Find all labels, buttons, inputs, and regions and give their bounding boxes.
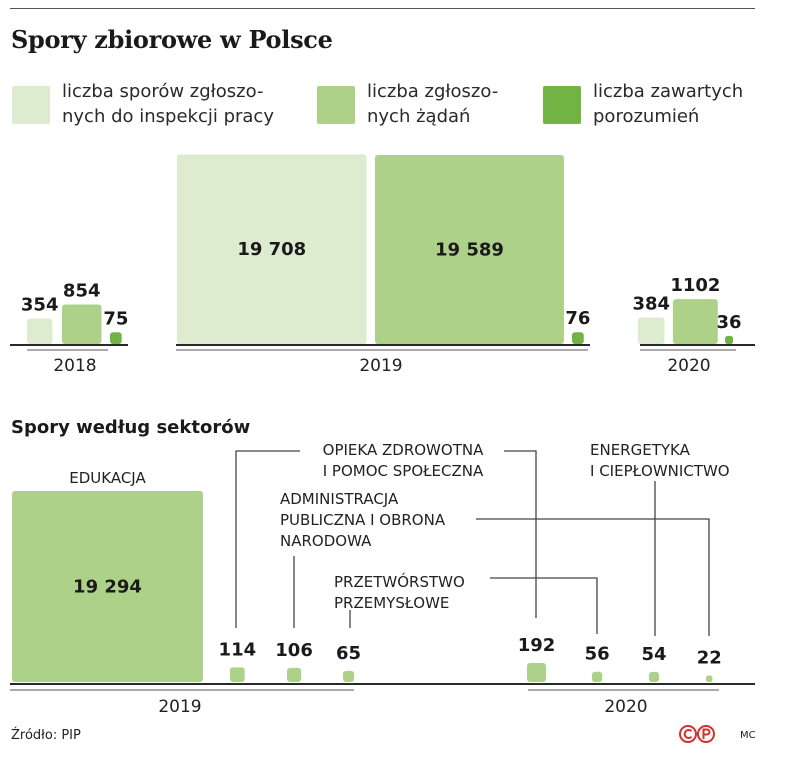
top-rule bbox=[10, 8, 755, 9]
copyright-icon bbox=[679, 725, 715, 743]
bar-administracja-2019 bbox=[287, 667, 302, 682]
value-label-disputes-2018: 354 bbox=[21, 295, 59, 316]
value-label-agreements-2019: 76 bbox=[565, 308, 590, 329]
legend-swatch-disputes bbox=[12, 86, 50, 124]
value-label-przetw-rstwo-2019: 65 bbox=[336, 643, 361, 664]
value-label-agreements-2018: 75 bbox=[103, 308, 128, 329]
bar-agreements-2018 bbox=[110, 332, 122, 344]
legend-swatch-demands bbox=[317, 86, 355, 124]
sector-label-przetworstwo-line-2: PRZEMYSŁOWE bbox=[334, 594, 449, 612]
connector-administracja-2020 bbox=[476, 518, 710, 636]
value-label-disputes-2020: 384 bbox=[632, 294, 670, 315]
yearly-disputes-chart: 2018 2019 2020 354 19 708 384 854 19 589 1102 75 7… bbox=[10, 154, 755, 376]
chart-title: Spory zbiorowe w Polsce bbox=[11, 25, 333, 54]
bar-agreements-2020 bbox=[725, 335, 734, 344]
sector-label-opieka-line-2: I POMOC SPOŁECZNA bbox=[323, 462, 484, 480]
legend-label-agreements: liczba zawartych porozumień bbox=[593, 81, 744, 127]
bar-disputes-2018 bbox=[27, 318, 53, 344]
bar-agreements-2019 bbox=[572, 332, 584, 344]
year-label-2020: 2020 bbox=[667, 356, 710, 376]
bar-disputes-2019 bbox=[177, 154, 367, 344]
value-label-demands-2018: 854 bbox=[63, 281, 101, 302]
sector-label-przetworstwo-line-1: PRZETWÓRSTWO bbox=[334, 572, 465, 591]
bar-przetw-rstwo-2019 bbox=[343, 670, 355, 682]
value-label-demands-2019: 19 589 bbox=[435, 240, 504, 261]
value-label-demands-2020: 1102 bbox=[670, 275, 720, 296]
sector-label-administracja-line-1: ADMINISTRACJA bbox=[280, 490, 399, 508]
sector-label-opieka-line-1: OPIEKA ZDROWOTNA bbox=[323, 441, 484, 459]
source-note: Źródło: PIP bbox=[11, 728, 81, 743]
legend-label-demands: liczba zgłoszo- nych żądań bbox=[367, 81, 499, 127]
bar-opieka-zdrowotna-2020 bbox=[527, 662, 547, 682]
value-label-disputes-2019: 19 708 bbox=[237, 239, 306, 260]
value-label-administracja-2019: 106 bbox=[275, 640, 313, 661]
year-label-2020: 2020 bbox=[604, 697, 647, 717]
bar-demands-2019 bbox=[375, 155, 564, 344]
sector-label-energetyka-line-1: ENERGETYKA bbox=[590, 441, 691, 459]
connector-opieka-2020 bbox=[504, 450, 537, 618]
bar-edukacja-2019 bbox=[12, 491, 203, 682]
value-label-opieka-zdrowotna-2020: 192 bbox=[518, 635, 556, 656]
value-label-edukacja-2019: 19 294 bbox=[73, 577, 142, 598]
value-label-przetw-rstwo-2020: 56 bbox=[585, 644, 610, 665]
year-label-2019: 2019 bbox=[158, 697, 201, 717]
bar-administracja-2020 bbox=[706, 675, 713, 682]
sector-label-administracja-line-2: PUBLICZNA I OBRONA bbox=[280, 511, 446, 529]
legend-label-disputes: liczba sporów zgłoszo- nych do inspekcji… bbox=[62, 81, 274, 127]
value-label-energetyka-2020: 54 bbox=[642, 644, 667, 665]
bar-demands-2020 bbox=[673, 299, 718, 344]
bar-disputes-2020 bbox=[638, 317, 665, 344]
sectors-subtitle: Spory według sektorów bbox=[11, 417, 251, 438]
connector-przetworstwo-2020 bbox=[490, 577, 598, 634]
value-label-agreements-2020: 36 bbox=[717, 312, 742, 333]
sector-label-administracja-line-3: NARODOWA bbox=[280, 532, 372, 550]
bar-demands-2018 bbox=[62, 304, 102, 344]
sectors-chart: 2019 2020 19 294 114 106 65 192 56 54 22 EDUKACJA O… bbox=[10, 441, 755, 717]
bar-przetw-rstwo-2020 bbox=[592, 671, 603, 682]
author-initials: MC bbox=[740, 730, 756, 741]
legend-swatch-agreements bbox=[543, 86, 581, 124]
connector-opieka-2019 bbox=[235, 450, 300, 628]
year-label-2018: 2018 bbox=[53, 356, 96, 376]
bar-energetyka-2020 bbox=[649, 671, 660, 682]
year-label-2019: 2019 bbox=[359, 356, 402, 376]
sector-label-energetyka-line-2: I CIEPŁOWNICTWO bbox=[590, 462, 730, 480]
sector-label-edukacja-line-1: EDUKACJA bbox=[69, 469, 146, 487]
bar-opieka-zdrowotna-2019 bbox=[230, 667, 245, 682]
value-label-administracja-2020: 22 bbox=[697, 648, 722, 669]
value-label-opieka-zdrowotna-2019: 114 bbox=[219, 639, 257, 660]
